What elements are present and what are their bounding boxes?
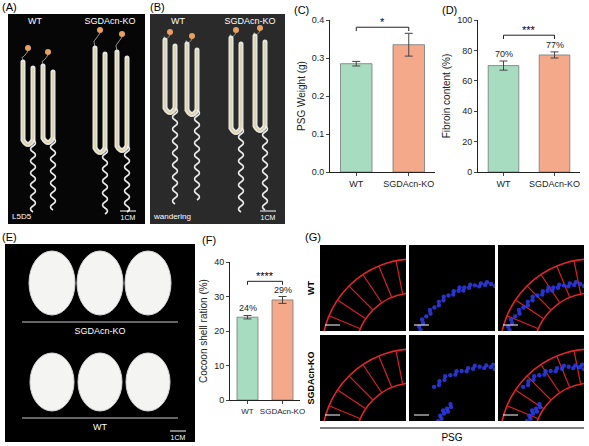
svg-text:20: 20 xyxy=(462,137,472,147)
svg-text:****: **** xyxy=(256,270,274,282)
svg-text:wandering: wandering xyxy=(153,212,191,221)
svg-text:30: 30 xyxy=(214,292,224,302)
svg-text:77%: 77% xyxy=(546,40,564,50)
svg-text:SGDAcn-KO: SGDAcn-KO xyxy=(224,16,275,26)
svg-text:WT: WT xyxy=(497,179,511,189)
svg-text:Fibroin content (%): Fibroin content (%) xyxy=(441,54,452,138)
svg-text:1CM: 1CM xyxy=(171,434,186,441)
svg-text:WT: WT xyxy=(28,16,42,26)
svg-text:1CM: 1CM xyxy=(261,214,276,221)
svg-text:WT: WT xyxy=(93,422,107,432)
svg-text:WT: WT xyxy=(306,281,316,295)
svg-text:100: 100 xyxy=(457,15,472,25)
svg-text:29%: 29% xyxy=(274,285,292,295)
svg-text:0.1: 0.1 xyxy=(312,129,325,139)
svg-text:***: *** xyxy=(522,24,536,36)
svg-text:SGDAcn-KO: SGDAcn-KO xyxy=(529,179,580,189)
svg-text:PSG: PSG xyxy=(441,432,462,443)
svg-text:0.3: 0.3 xyxy=(312,53,325,63)
svg-text:WT: WT xyxy=(171,16,185,26)
svg-text:PSG Weight (g): PSG Weight (g) xyxy=(296,61,307,131)
svg-text:0: 0 xyxy=(467,167,472,177)
svg-text:SGDAcn-KO: SGDAcn-KO xyxy=(306,351,316,404)
svg-text:Cocoon shell ration (%): Cocoon shell ration (%) xyxy=(198,279,209,383)
svg-text:*: * xyxy=(380,16,385,28)
svg-text:20: 20 xyxy=(214,326,224,336)
svg-text:40: 40 xyxy=(462,106,472,116)
svg-text:80: 80 xyxy=(462,46,472,56)
svg-text:60: 60 xyxy=(462,76,472,86)
svg-text:70%: 70% xyxy=(495,49,513,59)
svg-text:40: 40 xyxy=(214,257,224,267)
svg-text:(E): (E) xyxy=(2,231,17,243)
svg-text:SGDAcn-KO: SGDAcn-KO xyxy=(74,326,125,336)
svg-text:0.2: 0.2 xyxy=(312,91,325,101)
svg-text:SGDAcn-KO: SGDAcn-KO xyxy=(383,179,434,189)
svg-text:(D): (D) xyxy=(442,4,457,16)
svg-text:0.0: 0.0 xyxy=(312,167,325,177)
svg-text:SGDAcn-KO: SGDAcn-KO xyxy=(84,16,135,26)
svg-text:0.4: 0.4 xyxy=(312,15,325,25)
svg-text:10: 10 xyxy=(214,361,224,371)
svg-text:(A): (A) xyxy=(2,1,17,13)
svg-text:24%: 24% xyxy=(239,303,257,313)
svg-text:WT: WT xyxy=(349,179,363,189)
svg-text:SGDAcn-KO: SGDAcn-KO xyxy=(260,407,305,416)
svg-text:WT: WT xyxy=(241,407,254,416)
svg-text:(G): (G) xyxy=(305,231,321,243)
svg-text:0: 0 xyxy=(219,395,224,405)
svg-text:(B): (B) xyxy=(150,1,165,13)
svg-text:1CM: 1CM xyxy=(121,214,136,221)
svg-text:(C): (C) xyxy=(294,4,309,16)
svg-text:L5D5: L5D5 xyxy=(12,212,32,221)
svg-text:(F): (F) xyxy=(202,234,216,246)
